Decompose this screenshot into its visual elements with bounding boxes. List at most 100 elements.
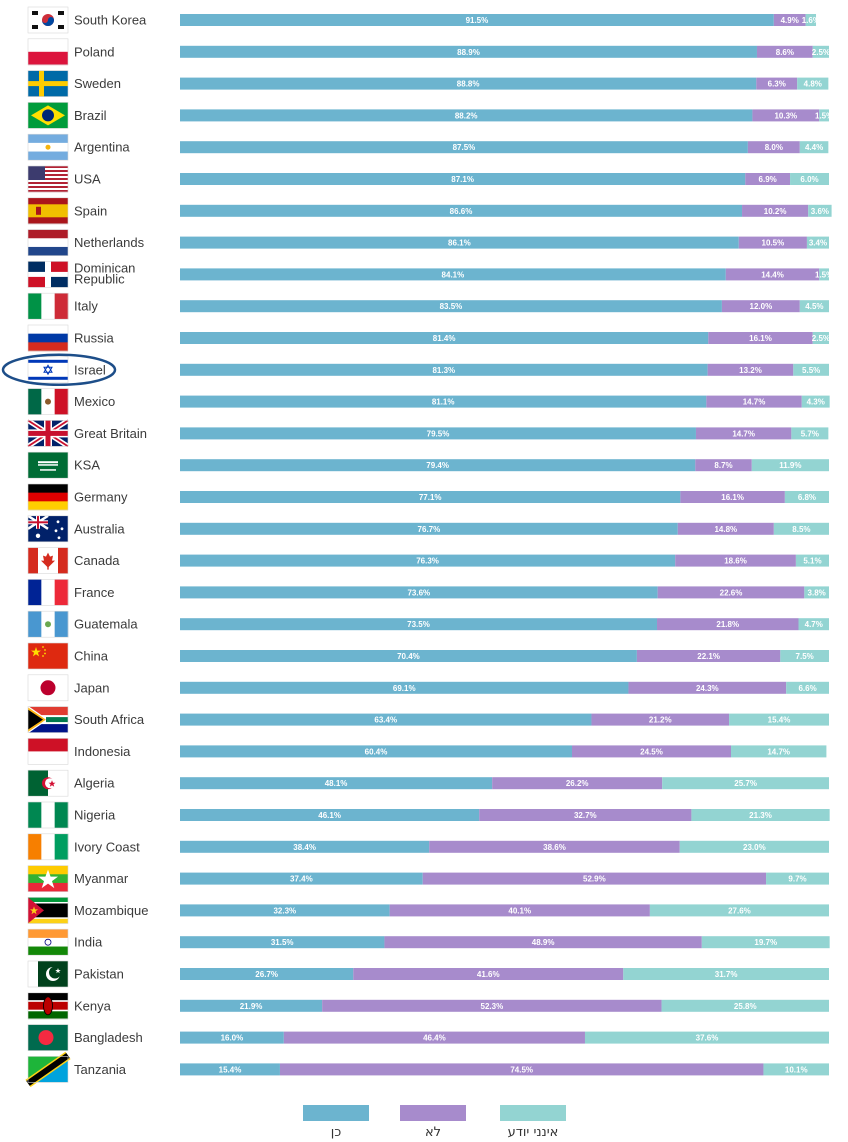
value-label: 31.7%: [715, 970, 738, 979]
flag-mexico-icon: [27, 388, 69, 415]
value-label: 26.2%: [566, 779, 589, 788]
value-label: 46.1%: [318, 811, 341, 820]
legend-item: אינני יודע: [500, 1105, 566, 1140]
value-label: 21.2%: [649, 716, 672, 725]
value-label: 41.6%: [477, 970, 500, 979]
value-label: 81.4%: [433, 334, 456, 343]
bar-segment: [180, 777, 493, 790]
highlight-ellipse: [1, 353, 117, 387]
chart-row: Dominican Republic 84.1% 14.4% 1.5%: [27, 260, 833, 288]
bar-segment: [742, 204, 809, 217]
bar-segment: [180, 713, 592, 726]
value-label: 12.0%: [750, 302, 773, 311]
bar-segment: [701, 936, 830, 949]
chart-row: Indonesia 60.4% 24.5% 14.7%: [27, 738, 827, 765]
legend-item: כן: [303, 1105, 369, 1140]
country-label: Netherlands: [74, 235, 145, 250]
bar-segment: [180, 936, 385, 949]
value-label: 69.1%: [393, 684, 416, 693]
bar-segment: [791, 427, 829, 440]
flag-guatemala-icon: [27, 610, 69, 638]
chart-row: South Korea 91.5% 4.9% 1.6%: [27, 6, 820, 34]
value-label: 31.5%: [271, 938, 294, 947]
country-label: India: [74, 935, 103, 950]
value-label: 73.6%: [407, 588, 430, 597]
value-label: 24.3%: [696, 684, 719, 693]
value-label: 6.8%: [798, 493, 816, 502]
bar-segment: [795, 554, 829, 567]
flag-india-icon: [27, 928, 69, 956]
value-label: 87.5%: [453, 143, 476, 152]
value-label: 48.9%: [532, 938, 555, 947]
value-label: 4.4%: [805, 143, 823, 152]
bar-segment: [747, 141, 800, 154]
value-label: 84.1%: [442, 270, 465, 279]
bar-segment: [180, 204, 743, 217]
value-label: 5.5%: [802, 366, 820, 375]
country-label: Brazil: [74, 108, 107, 123]
bar-segment: [180, 77, 757, 90]
value-label: 13.2%: [739, 366, 762, 375]
bar-segment: [180, 332, 709, 344]
bar-segment: [180, 363, 708, 376]
value-label: 10.2%: [764, 207, 787, 216]
country-label: Spain: [74, 203, 107, 218]
flag-israel-icon: [27, 356, 69, 384]
legend-swatch: [500, 1105, 566, 1121]
bar-segment: [695, 459, 752, 472]
value-label: 26.7%: [255, 970, 278, 979]
bar-segment: [675, 554, 796, 567]
bar-segment: [773, 14, 806, 26]
value-label: 8.6%: [776, 48, 794, 57]
value-label: 6.9%: [759, 175, 777, 184]
flag-pakistan-icon: [27, 960, 69, 988]
chart-row: Great Britain 79.5% 14.7% 5.7%: [26, 418, 829, 449]
value-label: 4.3%: [807, 398, 825, 407]
flag-canada-icon: [27, 547, 69, 574]
bar-segment: [180, 427, 696, 440]
country-label: Bangladesh: [74, 1030, 143, 1045]
bar-segment: [180, 968, 354, 980]
bar-segment: [756, 45, 813, 58]
chart-row: Australia 76.7% 14.8% 8.5%: [27, 514, 829, 543]
legend-swatch: [400, 1105, 466, 1121]
flag-great-britain-icon: [26, 418, 70, 449]
legend-item: לא: [400, 1105, 466, 1140]
value-label: 46.4%: [423, 1034, 446, 1043]
value-label: 1.5%: [815, 111, 833, 120]
value-label: 1.6%: [802, 16, 820, 25]
value-label: 32.3%: [273, 906, 296, 915]
bar-segment: [180, 109, 753, 122]
country-label: Ivory Coast: [74, 839, 140, 854]
bar-segment: [695, 427, 792, 440]
value-label: 37.4%: [290, 875, 313, 884]
bar-segment: [801, 395, 830, 408]
bar-segment: [707, 363, 794, 376]
chart-row: Italy 83.5% 12.0% 4.5%: [27, 292, 829, 320]
bar-segment: [745, 173, 791, 185]
value-label: 22.6%: [720, 588, 743, 597]
country-label: Sweden: [74, 76, 121, 91]
legend-label: כן: [331, 1125, 342, 1140]
bar-segment: [679, 840, 829, 853]
bar-segment: [691, 809, 830, 821]
value-label: 18.6%: [724, 557, 747, 566]
bar-segment: [657, 618, 799, 631]
value-label: 14.8%: [714, 525, 737, 534]
flag-south-africa-icon: [27, 706, 69, 734]
flag-south-korea-icon: [27, 6, 69, 34]
bar-segment: [180, 650, 637, 662]
country-label: Indonesia: [74, 744, 131, 759]
chart-row: Germany 77.1% 16.1% 6.8%: [27, 483, 829, 511]
flag-nigeria-icon: [27, 801, 69, 829]
bar-segment: [680, 491, 785, 503]
bar-segment: [180, 809, 480, 821]
value-label: 86.6%: [450, 207, 473, 216]
country-label: Mexico: [74, 394, 115, 409]
country-label: Myanmar: [74, 871, 129, 886]
chart-row: France 73.6% 22.6% 3.8%: [27, 579, 829, 606]
bar-segment: [661, 999, 829, 1012]
bar-segment: [628, 681, 787, 694]
value-label: 14.7%: [732, 429, 755, 438]
chart-row: Myanmar 37.4% 52.9% 9.7%: [27, 865, 829, 892]
